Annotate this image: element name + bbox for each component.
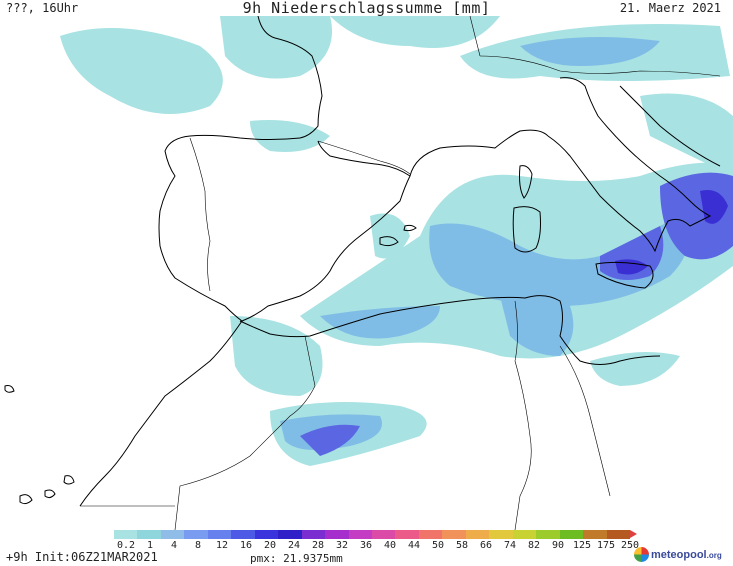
island-4	[4, 385, 15, 393]
legend-tick-label: 175	[596, 540, 616, 551]
legend-swatch	[160, 530, 185, 539]
legend-swatch	[536, 530, 560, 539]
run-label: ???, 16Uhr	[6, 1, 79, 15]
valid-date: 21. Maerz 2021	[619, 1, 721, 15]
legend-swatch	[278, 530, 302, 539]
legend-swatch	[418, 530, 443, 539]
legend-tick-label: 16	[239, 540, 253, 551]
island-2	[44, 489, 56, 499]
island-1	[19, 494, 33, 505]
legend-swatch	[489, 530, 513, 539]
border-pyrenees	[317, 140, 411, 175]
coastline-sardinia	[512, 206, 541, 253]
legend-colorbar	[114, 530, 630, 539]
borders	[80, 16, 721, 530]
legend-tick-labels: 0.2 1 4 8 12 16 20 24 28 32 36 40 44 50 58 66 74 82 90 125 1…	[114, 540, 639, 552]
precip-area-france-north	[330, 16, 500, 48]
meteopool-logo-icon	[634, 547, 649, 562]
border-france-germany	[469, 16, 481, 57]
legend-swatch	[442, 530, 466, 539]
legend-swatch	[137, 530, 161, 539]
coastline-north-africa	[239, 295, 661, 365]
border-portugal	[189, 137, 211, 292]
legend-tick-label: 4	[170, 540, 178, 551]
precip-area-ionian-max	[700, 190, 728, 224]
legend-tick-label: 82	[527, 540, 541, 551]
island-3	[63, 475, 75, 485]
legend-swatch	[395, 530, 419, 539]
legend-tick-label: 28	[311, 540, 325, 551]
border-libya	[559, 345, 611, 497]
legend-tick-label: 90	[551, 540, 565, 551]
map-title: 9h Niederschlagssumme [mm]	[242, 0, 491, 17]
precip-area-atlas-core	[300, 424, 360, 456]
meteopool-logo-text: meteopool.org	[651, 549, 722, 561]
legend-tick-label: 74	[503, 540, 517, 551]
legend-tick-label: 66	[479, 540, 493, 551]
legend-tick-label: 50	[431, 540, 445, 551]
legend-swatch	[231, 530, 255, 539]
precip-area-algeria-coast	[320, 306, 440, 339]
precip-area-biscay	[220, 16, 332, 79]
legend-tick-label: 58	[455, 540, 469, 551]
legend-swatch	[606, 530, 630, 539]
legend-swatch	[371, 530, 396, 539]
legend-arrow-icon	[630, 530, 637, 538]
legend-tick-label: 250	[620, 540, 640, 551]
coastlines	[79, 16, 721, 507]
legend-tick-label: 0.2	[116, 540, 136, 551]
precipitation-map	[4, 16, 733, 530]
legend-swatch	[301, 530, 326, 539]
logo-suffix: .org	[706, 550, 722, 560]
precipitation-field	[60, 16, 733, 466]
legend-swatch	[583, 530, 607, 539]
coastline-morocco-atlantic	[79, 320, 243, 507]
legend-swatch	[207, 530, 232, 539]
precip-area-balearic	[370, 213, 410, 259]
init-time: +9h Init:06Z21MAR2021	[6, 550, 158, 564]
legend-swatch	[348, 530, 372, 539]
precip-area-morocco	[230, 316, 323, 396]
legend-swatch	[254, 530, 279, 539]
legend-tick-label: 8	[194, 540, 202, 551]
legend-tick-label: 20	[263, 540, 277, 551]
coastline-france-west	[257, 16, 323, 139]
precip-area-tyrrhenian	[429, 216, 688, 306]
coastline-balearic-menorca	[403, 224, 417, 232]
legend-tick-label: 44	[407, 540, 421, 551]
legend-tick-label: 1	[146, 540, 154, 551]
pmx-value: pmx: 21.9375mm	[250, 552, 343, 565]
border-alps	[479, 55, 721, 77]
legend-tick-label: 36	[359, 540, 373, 551]
legend-tick-label: 125	[572, 540, 592, 551]
legend-swatch	[512, 530, 537, 539]
legend-tick-label: 40	[383, 540, 397, 551]
coastline-france-south	[409, 129, 549, 177]
meteopool-logo: meteopool.org	[634, 547, 722, 562]
coastline-corsica	[519, 165, 533, 199]
precip-area-tunisia	[500, 292, 574, 356]
legend-swatch	[559, 530, 584, 539]
canary-islands	[4, 385, 75, 505]
border-algeria-tunisia	[514, 300, 532, 530]
legend-tick-label: 12	[215, 540, 229, 551]
legend-swatch	[184, 530, 208, 539]
coastline-sicily	[595, 261, 654, 289]
border-morocco-algeria	[174, 335, 316, 530]
coastline-adriatic-east	[619, 85, 721, 167]
precip-area-sicily-max	[615, 259, 648, 275]
precip-area-iberia-north	[250, 120, 330, 152]
legend-swatch	[465, 530, 490, 539]
logo-name: meteopool	[651, 548, 707, 561]
precip-area-balkan	[640, 93, 733, 176]
coastline-balearic-mallorca	[379, 236, 399, 247]
precip-area-alps-core	[520, 37, 660, 66]
legend-swatch	[114, 530, 138, 539]
legend-tick-label: 32	[335, 540, 349, 551]
legend-swatch	[325, 530, 349, 539]
legend-tick-label: 24	[287, 540, 301, 551]
precip-area-libya	[590, 352, 680, 386]
precip-area-atlantic-north	[60, 28, 223, 114]
coastline-italy	[547, 77, 712, 253]
